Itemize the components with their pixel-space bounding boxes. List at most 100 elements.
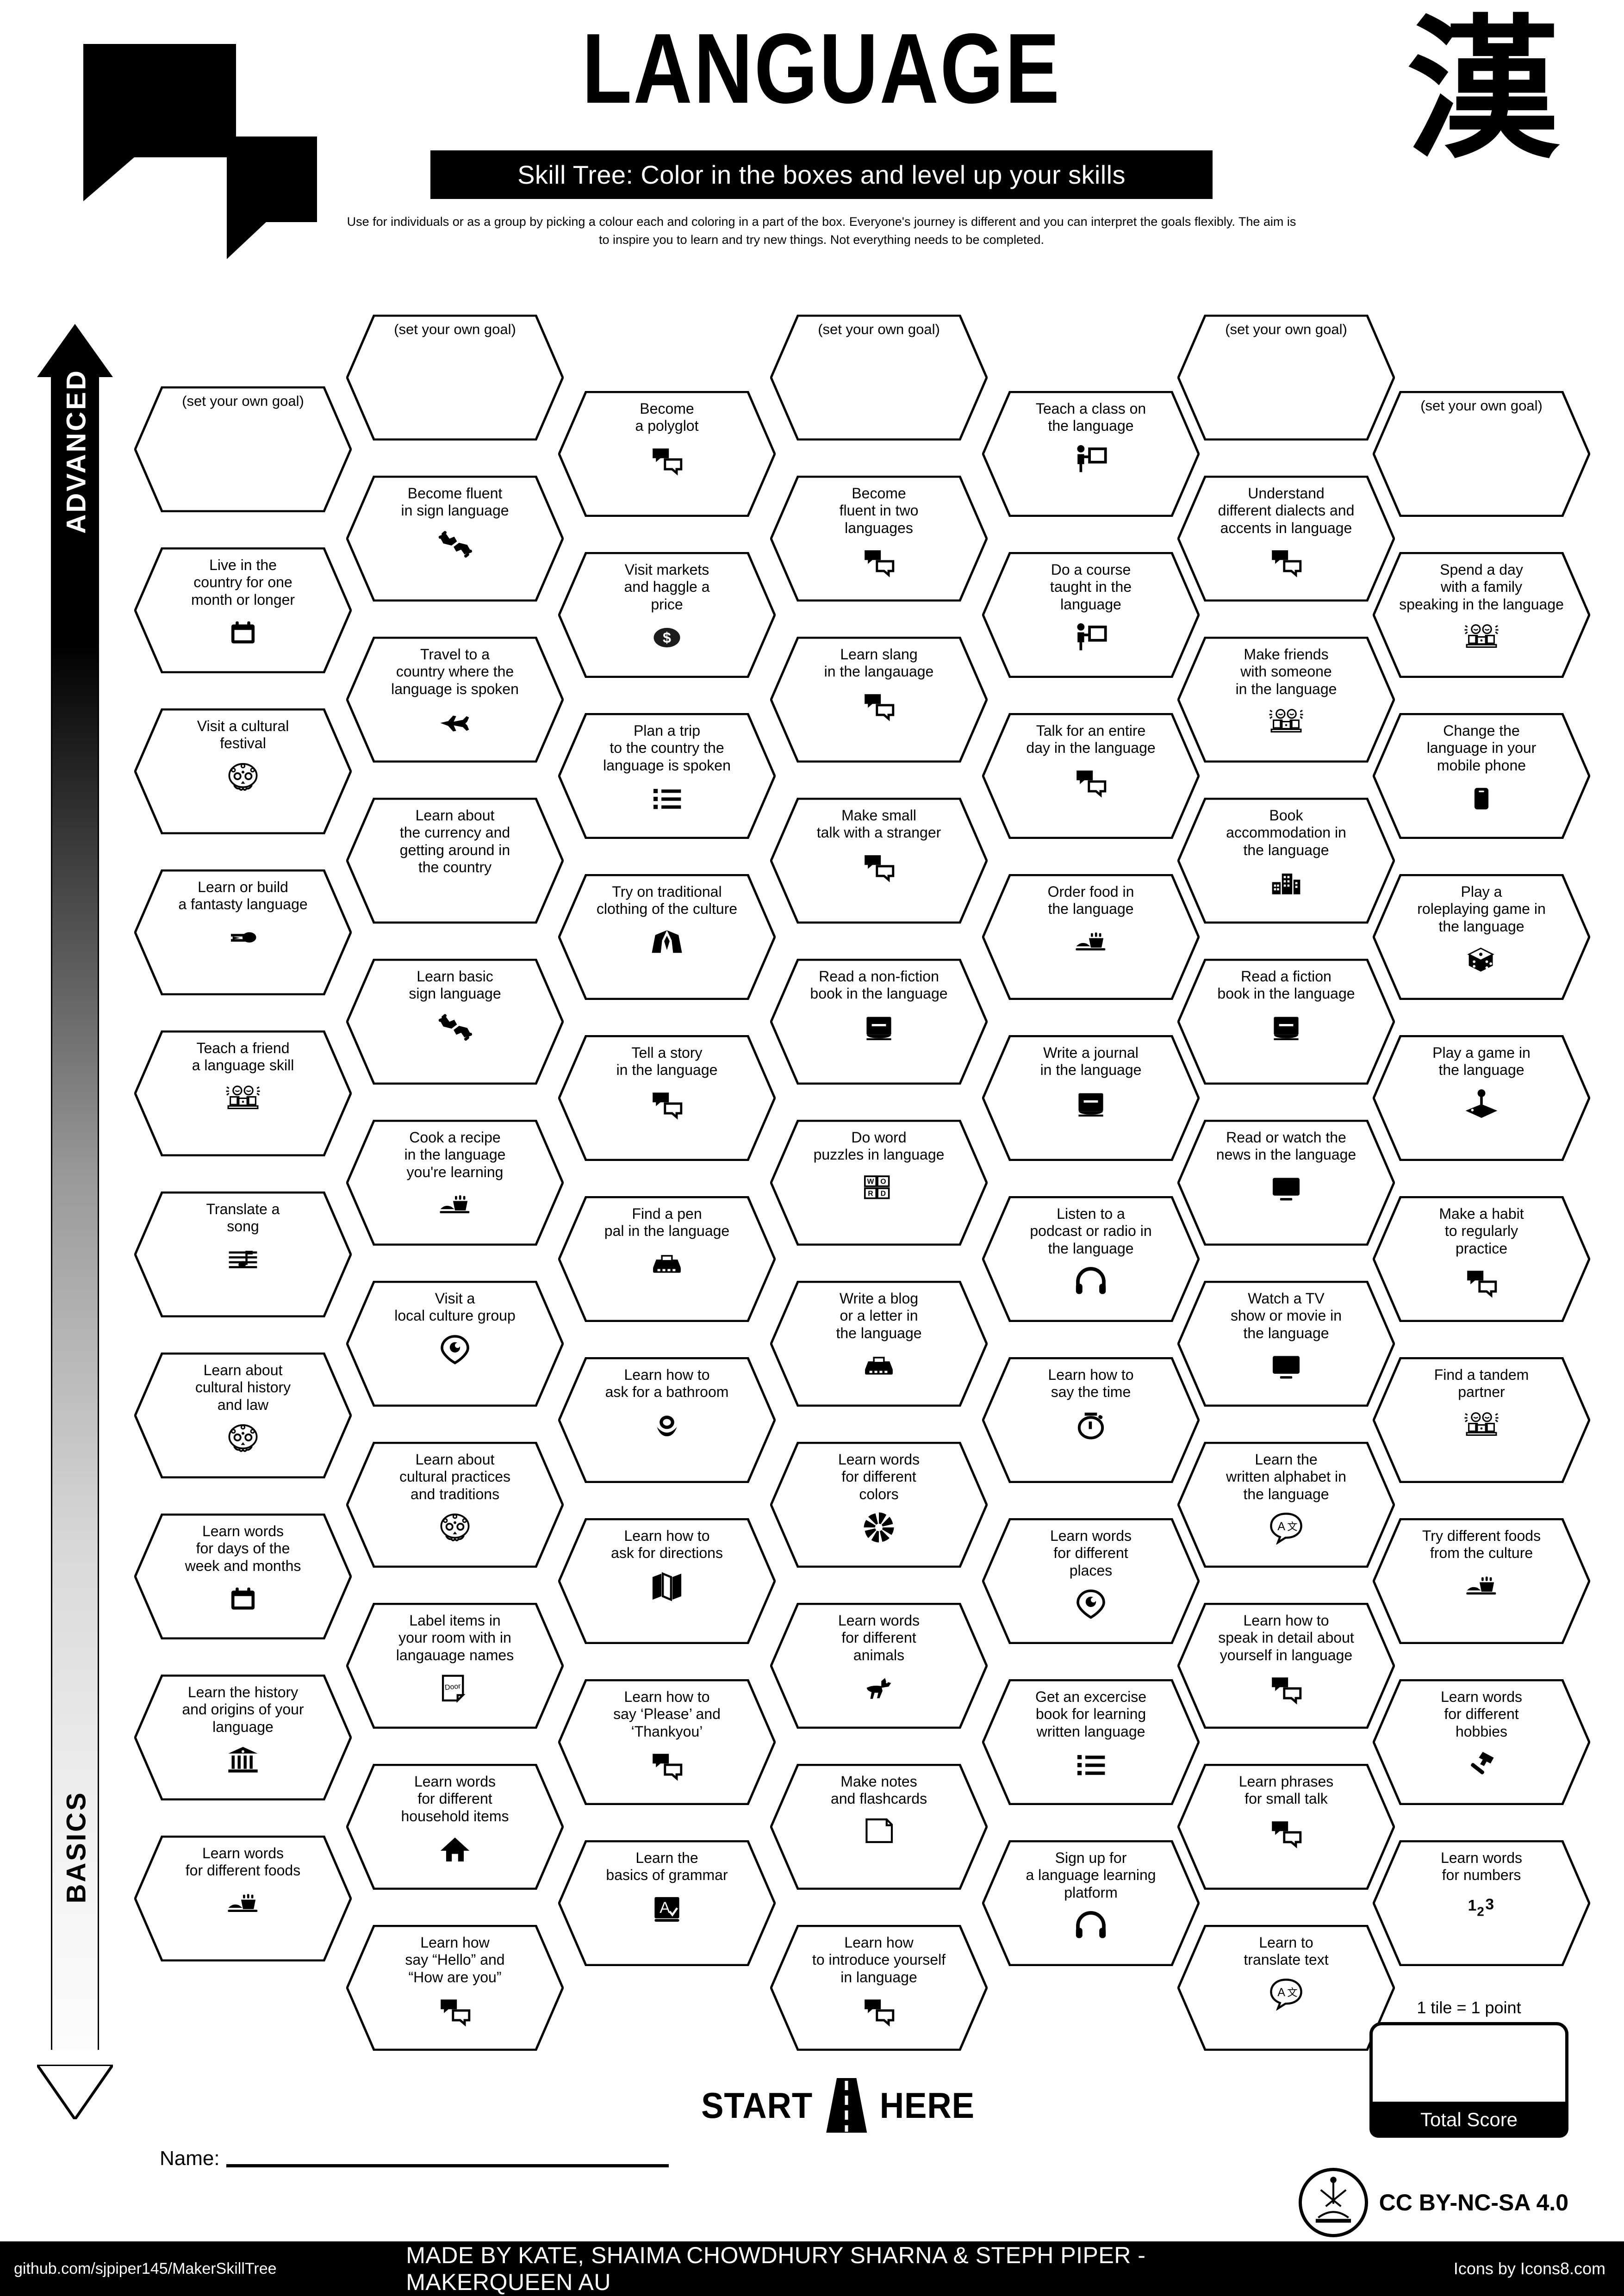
joystick-icon	[1462, 1084, 1500, 1123]
skill-tile[interactable]: Live in the country for one month or longe…	[134, 547, 352, 673]
skill-tile[interactable]: Learn how say “Hello” and “How are you”	[346, 1925, 564, 2051]
skill-tile[interactable]: Learn how to introduce yourself in languag…	[770, 1925, 988, 2051]
tile-outline	[558, 552, 776, 678]
github-link[interactable]: github.com/sjpiper145/MakerSkillTree	[14, 2259, 277, 2277]
skill-tile[interactable]: Understand different dialects and accents …	[1177, 476, 1395, 602]
skill-tile[interactable]: Learn slang in the langauage	[770, 637, 988, 763]
name-input[interactable]	[226, 2164, 669, 2167]
skill-tile[interactable]: Get an excercise book for learning written…	[982, 1679, 1200, 1805]
tile-label: Plan a trip to the country the language is…	[603, 722, 731, 774]
tile-outline	[346, 1925, 564, 2051]
skill-tile[interactable]: Change the language in your mobile phone	[1373, 713, 1590, 839]
skill-tile[interactable]: (set your own goal)	[1373, 391, 1590, 517]
skill-tile[interactable]: Write a journal in the language	[982, 1035, 1200, 1161]
skill-tile[interactable]: Learn how to speak in detail about yoursel…	[1177, 1603, 1395, 1729]
skill-tile[interactable]: Watch a TV show or movie in the language	[1177, 1281, 1395, 1407]
skill-tile[interactable]: Learn the basics of grammar A	[558, 1840, 776, 1966]
skill-tile[interactable]: Play a roleplaying game in the language	[1373, 874, 1590, 1000]
tile-label: Learn basic sign language	[409, 968, 501, 1002]
two-people-laptop-icon	[1266, 702, 1307, 742]
skill-tile[interactable]: Learn how to ask for a bathroom	[558, 1357, 776, 1483]
skill-tile[interactable]: Sign up for a language learning platform	[982, 1840, 1200, 1966]
skill-tile[interactable]: (set your own goal)	[1177, 315, 1395, 441]
skill-tile[interactable]: Try on traditional clothing of the cultur…	[558, 874, 776, 1000]
skill-tile[interactable]: (set your own goal)	[346, 315, 564, 441]
skill-tile[interactable]: Make a habit to regularly practice	[1373, 1196, 1590, 1322]
skill-tile[interactable]: Learn words for different foods	[134, 1836, 352, 1961]
skill-tile[interactable]: Learn words for different hobbies	[1373, 1679, 1590, 1805]
skill-tile[interactable]: Make notes and flashcards	[770, 1764, 988, 1890]
skill-tile[interactable]: Cook a recipe in the language you're learn…	[346, 1120, 564, 1246]
skill-tile[interactable]: Find a tandem partner	[1373, 1357, 1590, 1483]
skill-tile[interactable]: Visit a local culture group	[346, 1281, 564, 1407]
skill-tile[interactable]: Book accommodation in the language	[1177, 798, 1395, 924]
skill-tile[interactable]: Learn about the currency and getting aroun…	[346, 798, 564, 924]
skill-tile[interactable]: Play a game in the language	[1373, 1035, 1590, 1161]
skill-tile[interactable]: Learn about cultural practices and traditi…	[346, 1442, 564, 1568]
skill-tile[interactable]: Become fluent in sign language	[346, 476, 564, 602]
skill-tile[interactable]: Label items in your room with in langauage…	[346, 1603, 564, 1729]
skill-tile[interactable]: Tell a story in the language	[558, 1035, 776, 1161]
skill-tile[interactable]: Spend a day with a family speaking in the …	[1373, 552, 1590, 678]
tile-label: Learn slang in the langauage	[824, 646, 934, 680]
skill-tile[interactable]: Read or watch the news in the language	[1177, 1120, 1395, 1246]
skill-tile[interactable]: Plan a trip to the country the language is…	[558, 713, 776, 839]
page-title: LANGUAGE	[582, 12, 1061, 124]
skill-tile[interactable]: (set your own goal)	[770, 315, 988, 441]
skill-tile[interactable]: Visit a cultural festival	[134, 708, 352, 834]
skill-tile[interactable]: Listen to a podcast or radio in the langua…	[982, 1196, 1200, 1322]
skill-tile[interactable]: Learn how to say ‘Please’ and ‘Thankyou’	[558, 1679, 776, 1805]
skill-tile[interactable]: Teach a friend a language skill	[134, 1030, 352, 1156]
tile-outline	[1177, 1442, 1395, 1568]
tile-label: Make a habit to regularly practice	[1439, 1205, 1524, 1257]
skill-tile[interactable]: Travel to a country where the language is …	[346, 637, 564, 763]
skill-tile[interactable]: Learn the history and origins of your lang…	[134, 1675, 352, 1800]
skill-tile[interactable]: Translate a song	[134, 1191, 352, 1317]
skill-tile[interactable]: Learn how to say the time	[982, 1357, 1200, 1483]
skill-tile[interactable]: Read a non-fiction book in the language	[770, 959, 988, 1085]
skill-tile[interactable]: Make friends with someone in the language	[1177, 637, 1395, 763]
headphones-icon	[1072, 1906, 1109, 1946]
skill-tile[interactable]: Learn to translate text A 文	[1177, 1925, 1395, 2051]
skill-tile[interactable]: Learn words for days of the week and month…	[134, 1514, 352, 1639]
tile-label: (set your own goal)	[1420, 397, 1543, 414]
tile-label: Sign up for a language learning platform	[1026, 1849, 1156, 1901]
skill-tile[interactable]: Become fluent in two languages	[770, 476, 988, 602]
skill-tile[interactable]: Order food in the language	[982, 874, 1200, 1000]
skill-tile[interactable]: Make small talk with a stranger	[770, 798, 988, 924]
skill-tile[interactable]: (set your own goal)	[134, 386, 352, 512]
skill-tile[interactable]: Learn words for different household items	[346, 1764, 564, 1890]
skill-tile[interactable]: Become a polyglot	[558, 391, 776, 517]
skill-tile[interactable]: Learn or build a fantasty language	[134, 869, 352, 995]
speech-bubbles-icon	[647, 1745, 687, 1785]
skill-tile[interactable]: Learn how to ask for directions	[558, 1518, 776, 1644]
skill-tile[interactable]: Write a blog or a letter in the language	[770, 1281, 988, 1407]
skill-tile[interactable]: Visit markets and haggle a price $	[558, 552, 776, 678]
skill-tile[interactable]: Read a fiction book in the language	[1177, 959, 1395, 1085]
skill-tile[interactable]: Do a course taught in the language	[982, 552, 1200, 678]
skill-tile[interactable]: Learn words for different colors	[770, 1442, 988, 1568]
tile-label: Read a non-fiction book in the language	[810, 968, 948, 1002]
tile-label: Learn words for different colors	[838, 1451, 920, 1502]
skill-tile[interactable]: Find a pen pal in the language	[558, 1196, 776, 1322]
skill-tile[interactable]: Learn about cultural history and law	[134, 1353, 352, 1478]
name-field-row[interactable]: Name:	[160, 2147, 669, 2170]
skill-tile[interactable]: Learn basic sign language	[346, 959, 564, 1085]
skill-tile[interactable]: Learn the written alphabet in the language…	[1177, 1442, 1395, 1568]
skill-tile[interactable]: Learn phrases for small talk	[1177, 1764, 1395, 1890]
skill-tile[interactable]: Learn words for different animals	[770, 1603, 988, 1729]
skill-tile[interactable]: Learn words for different places	[982, 1518, 1200, 1644]
airplane-icon	[434, 702, 476, 742]
tile-outline	[134, 1514, 352, 1639]
dog-icon	[859, 1669, 899, 1708]
total-score-box[interactable]: 1 tile = 1 point Total Score	[1369, 1998, 1568, 2138]
skill-tile[interactable]: Try different foods from the culture	[1373, 1518, 1590, 1644]
checklist-icon	[647, 779, 686, 819]
license-text: CC BY-NC-SA 4.0	[1379, 2190, 1568, 2215]
skill-tile[interactable]: Talk for an entire day in the language	[982, 713, 1200, 839]
tile-label: Learn words for days of the week and month…	[185, 1523, 301, 1574]
skill-tile[interactable]: Teach a class on the language	[982, 391, 1200, 517]
tile-outline	[346, 1603, 564, 1729]
